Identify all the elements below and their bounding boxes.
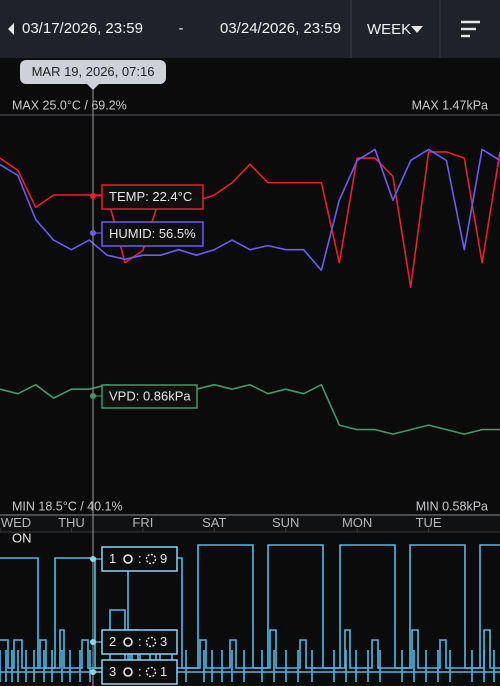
series-line [0,383,500,435]
output-box [101,629,178,655]
start-date[interactable]: 03/17/2026, 23:59 [22,20,143,37]
tooltip-pointer [87,84,99,90]
x-tick-label: TUE [416,515,442,530]
cursor-dot [90,556,96,562]
x-tick-label: SAT [202,515,226,530]
prev-arrow[interactable] [8,23,14,35]
temp-readout: TEMP: 22.4°C [109,189,192,204]
timer-icon [145,636,157,648]
cursor-dot [90,639,96,645]
plot-area [0,148,500,435]
day-labels: WED THU FRI SAT SUN MON TUE [0,515,442,532]
output-id: 3 [109,664,116,679]
cursor-dot [90,669,96,675]
x-tick-label: FRI [132,515,153,530]
output-rows: 1: 9 2: 3 3: 1 [90,546,178,685]
output-count: 9 [160,551,167,566]
output-box [101,546,178,572]
timer-icon [145,553,157,565]
x-tick-label: SUN [272,515,299,530]
vpd-readout-box [101,384,198,409]
series-line [0,148,500,272]
x-tick-label: THU [58,515,85,530]
output-sep: : [138,634,142,649]
output-count: 1 [160,664,167,679]
timer-icon [145,666,157,678]
dropdown-arrow[interactable] [411,26,423,33]
output-icon [123,637,133,647]
vpd-readout: VPD: 0.86kPa [109,388,191,403]
output-id: 1 [109,551,116,566]
cursor-dot [90,393,96,399]
series-line [0,151,500,289]
x-tick-label: WED [1,515,31,530]
max-right-label: MAX 1.47kPa [412,98,488,112]
output-box [101,659,178,685]
cursor-tooltip [20,60,166,84]
min-left-label: MIN 18.5°C / 40.1% [12,499,123,513]
range-select[interactable]: WEEK [367,21,411,38]
temp-readout-box [101,184,204,210]
output-sep: : [138,664,142,679]
day-strip [0,516,500,532]
output-id: 2 [109,634,116,649]
cursor-dot [90,193,96,199]
date-separator: - [179,20,184,37]
state-label: ON [12,530,32,545]
cursor-time: MAR 19, 2026, 07:16 [32,64,155,79]
cursor-dot [90,230,96,236]
humid-readout: HUMID: 56.5% [109,226,196,241]
output-sep: : [138,551,142,566]
end-date[interactable]: 03/24/2026, 23:59 [220,20,341,37]
output-icon [123,667,133,677]
x-tick-label: MON [342,515,372,530]
output-icon [123,554,133,564]
sort-icon[interactable] [461,20,480,38]
output-count: 3 [160,634,167,649]
max-left-label: MAX 25.0°C / 69.2% [12,98,127,112]
humid-readout-box [101,221,204,247]
min-right-label: MIN 0.58kPa [416,499,488,513]
